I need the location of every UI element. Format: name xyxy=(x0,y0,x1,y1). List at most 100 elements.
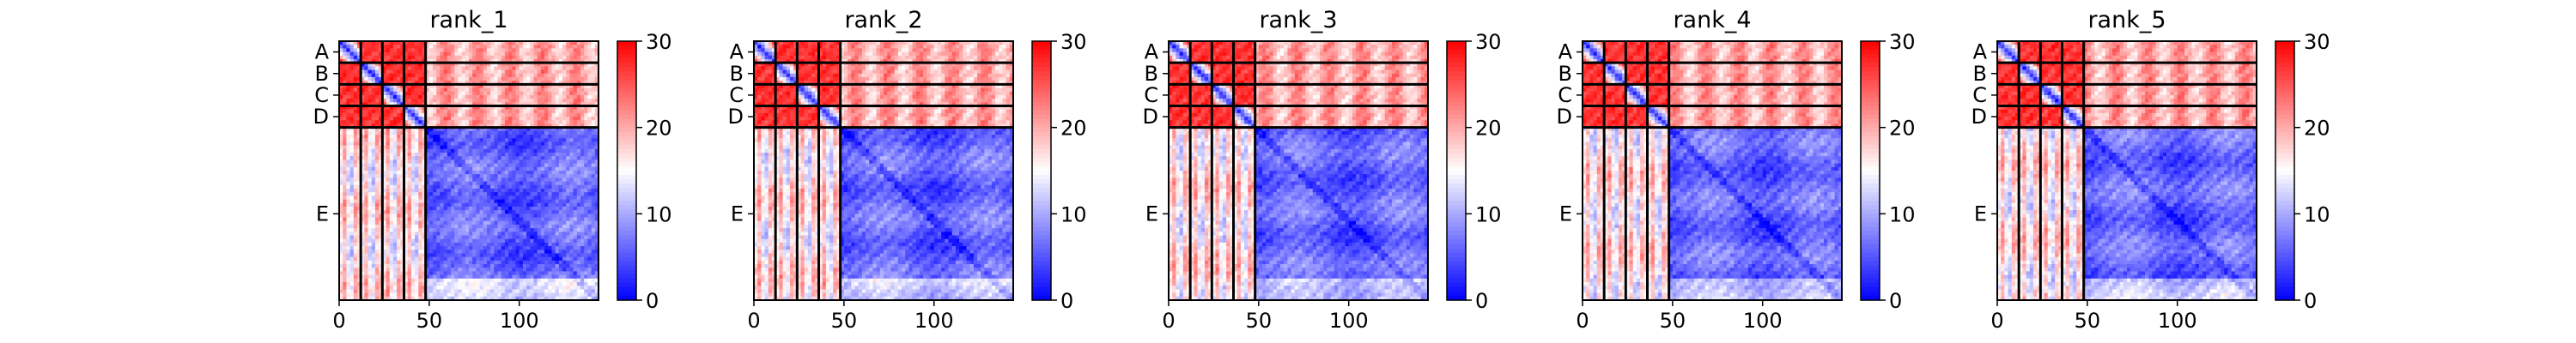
heatmap-cell xyxy=(374,163,380,168)
heatmap-cell xyxy=(400,102,405,107)
heatmap-cell xyxy=(451,286,455,291)
heatmap-cell xyxy=(386,214,391,219)
heatmap-cell xyxy=(461,268,466,273)
heatmap-cell xyxy=(469,174,473,178)
heatmap-cell xyxy=(551,99,556,103)
heatmap-cell xyxy=(537,250,542,255)
heatmap-cell xyxy=(374,282,380,286)
heatmap-cell xyxy=(533,41,538,45)
heatmap-cell xyxy=(443,163,448,168)
heatmap-cell xyxy=(410,41,416,45)
heatmap-cell xyxy=(573,235,578,240)
heatmap-cell xyxy=(562,250,567,255)
heatmap-cell xyxy=(386,250,391,255)
heatmap-cell xyxy=(410,210,416,214)
heatmap-cell xyxy=(386,76,391,81)
heatmap-cell xyxy=(584,232,589,237)
heatmap-cell xyxy=(440,51,445,57)
heatmap-cell xyxy=(349,224,355,229)
heatmap-cell xyxy=(566,138,571,143)
heatmap-cell xyxy=(389,181,394,186)
heatmap-cell xyxy=(339,253,343,258)
heatmap-cell xyxy=(591,81,596,85)
heatmap-cell xyxy=(504,48,509,53)
heatmap-cell xyxy=(479,171,484,175)
heatmap-cell xyxy=(397,73,401,78)
heatmap-cell xyxy=(526,135,531,139)
heatmap-cell xyxy=(400,55,405,60)
heatmap-cell xyxy=(382,274,387,280)
heatmap-cell xyxy=(400,256,405,262)
heatmap-cell xyxy=(526,256,531,262)
heatmap-cell xyxy=(573,153,578,157)
heatmap-cell xyxy=(472,117,477,121)
heatmap-cell xyxy=(490,55,495,60)
heatmap-cell xyxy=(465,188,470,193)
heatmap-cell xyxy=(508,192,513,196)
heatmap-cell xyxy=(522,224,527,229)
heatmap-cell xyxy=(483,159,488,165)
heatmap-cell xyxy=(404,130,409,135)
heatmap-cell xyxy=(382,228,387,232)
heatmap-cell xyxy=(594,163,599,168)
heatmap-cell xyxy=(490,153,495,157)
heatmap-cell xyxy=(569,141,574,147)
heatmap-cell xyxy=(551,51,556,57)
heatmap-cell xyxy=(504,159,509,165)
heatmap-cell xyxy=(519,282,524,286)
heatmap-cell xyxy=(425,148,430,153)
heatmap-cell xyxy=(404,163,409,168)
heatmap-cell xyxy=(548,278,553,283)
heatmap-cell xyxy=(558,271,563,276)
heatmap-cell xyxy=(433,192,437,196)
heatmap-cell xyxy=(356,48,361,53)
heatmap-cell xyxy=(494,166,499,172)
heatmap-cell xyxy=(425,63,430,67)
heatmap-cell xyxy=(400,156,405,161)
heatmap-cell xyxy=(451,199,455,204)
heatmap-cell xyxy=(558,51,563,57)
heatmap-cell xyxy=(433,87,437,93)
heatmap-cell xyxy=(576,250,581,255)
heatmap-cell xyxy=(594,282,599,286)
heatmap-cell xyxy=(346,51,351,57)
heatmap-cell xyxy=(443,41,448,45)
heatmap-cell xyxy=(425,217,430,222)
heatmap-cell xyxy=(379,127,383,132)
heatmap-cell xyxy=(486,87,491,93)
heatmap-cell xyxy=(587,66,592,71)
heatmap-cell xyxy=(392,99,398,103)
heatmap-cell xyxy=(346,112,351,117)
heatmap-cell xyxy=(558,102,563,107)
heatmap-cell xyxy=(461,217,466,222)
heatmap-cell xyxy=(454,196,459,201)
heatmap-cell xyxy=(512,73,517,78)
heatmap-cell xyxy=(469,274,473,280)
heatmap-cell xyxy=(447,184,452,190)
heatmap-cell xyxy=(343,141,347,147)
heatmap-cell xyxy=(594,184,599,190)
heatmap-cell xyxy=(580,135,585,139)
heatmap-cell xyxy=(537,58,542,63)
heatmap-cell xyxy=(386,109,391,114)
heatmap-cell xyxy=(533,69,538,75)
heatmap-cell xyxy=(490,48,495,53)
heatmap-cell xyxy=(486,171,491,175)
heatmap-cell xyxy=(458,105,463,111)
heatmap-cell xyxy=(392,130,398,135)
heatmap-cell xyxy=(490,253,495,258)
heatmap-cell xyxy=(512,76,517,81)
heatmap-cell xyxy=(508,286,513,291)
heatmap-cell xyxy=(562,81,567,85)
heatmap-cell xyxy=(544,120,549,125)
heatmap-cell xyxy=(576,246,581,250)
heatmap-cell xyxy=(404,268,409,273)
heatmap-cell xyxy=(458,69,463,75)
heatmap-cell xyxy=(379,264,383,268)
heatmap-cell xyxy=(569,202,574,208)
heatmap-cell xyxy=(501,141,506,147)
heatmap-cell xyxy=(540,238,545,244)
heatmap-cell xyxy=(443,199,448,204)
heatmap-cell xyxy=(425,256,430,262)
heatmap-cell xyxy=(512,148,517,153)
